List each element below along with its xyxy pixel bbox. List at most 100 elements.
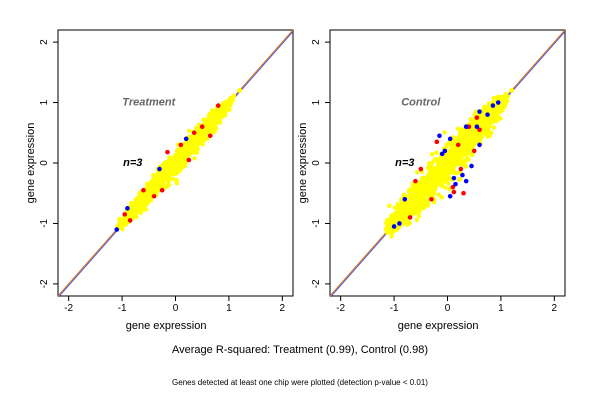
data-point-blue — [447, 136, 453, 142]
data-point-yellow — [436, 159, 442, 165]
data-point-yellow — [443, 165, 449, 170]
data-point-yellow — [444, 142, 449, 147]
data-point-yellow — [486, 101, 491, 106]
data-point-yellow — [446, 181, 451, 186]
data-point-yellow — [463, 142, 468, 148]
data-point-blue — [474, 124, 480, 130]
data-point-yellow — [491, 95, 496, 101]
data-point-yellow — [452, 156, 458, 162]
data-point-red — [461, 190, 466, 196]
data-point-red — [122, 212, 128, 217]
data-point-yellow — [425, 165, 431, 170]
data-point-yellow — [152, 184, 157, 189]
data-point-blue — [391, 224, 397, 229]
data-point-yellow — [429, 152, 435, 157]
data-point-red — [418, 166, 424, 172]
y-tick-label: 2 — [311, 39, 322, 45]
data-point-red — [199, 124, 205, 130]
data-point-yellow — [169, 157, 174, 162]
data-point-yellow — [139, 201, 144, 206]
data-point-yellow — [117, 222, 122, 228]
data-point-yellow — [143, 207, 149, 212]
data-point-yellow — [478, 123, 483, 129]
data-point-yellow — [491, 125, 497, 130]
data-point-yellow — [383, 227, 389, 232]
data-point-blue — [495, 100, 501, 105]
data-point-yellow — [458, 152, 463, 157]
data-point-yellow — [192, 135, 197, 141]
data-point-yellow — [427, 162, 433, 167]
data-point-yellow — [454, 137, 460, 142]
data-point-red — [165, 149, 170, 155]
data-point-red — [186, 157, 192, 163]
data-point-yellow — [214, 111, 219, 117]
data-point-yellow — [442, 130, 447, 135]
data-point-yellow — [166, 176, 171, 182]
data-point-yellow — [156, 180, 161, 186]
data-point-yellow — [484, 125, 489, 130]
data-point-yellow — [414, 170, 420, 175]
data-point-yellow — [170, 176, 176, 182]
data-point-yellow — [401, 192, 407, 197]
data-point-yellow — [442, 172, 447, 177]
data-point-yellow — [402, 211, 408, 217]
y-tick-label: -1 — [39, 219, 50, 228]
data-point-red — [159, 187, 165, 193]
data-point-yellow — [430, 175, 435, 180]
data-point-yellow — [135, 209, 140, 214]
data-point-yellow — [140, 207, 146, 212]
x-tick-label: -2 — [336, 303, 345, 314]
sample-count-annotation: n=3 — [395, 157, 414, 169]
data-point-red — [191, 130, 197, 136]
panel-title: Treatment — [122, 97, 176, 109]
data-point-yellow — [213, 125, 219, 131]
data-point-yellow — [186, 142, 192, 147]
data-point-yellow — [466, 151, 471, 156]
data-point-yellow — [207, 127, 213, 132]
data-point-yellow — [443, 185, 448, 190]
data-point-red — [178, 142, 184, 148]
data-point-yellow — [464, 156, 470, 162]
data-point-yellow — [128, 200, 134, 206]
data-point-yellow — [389, 234, 394, 239]
data-point-yellow — [434, 150, 439, 155]
data-point-yellow — [166, 180, 171, 185]
data-point-yellow — [392, 205, 398, 210]
y-tick-label: -1 — [311, 219, 322, 228]
data-point-yellow — [137, 190, 143, 196]
x-tick-label: -2 — [64, 303, 73, 314]
data-point-yellow — [388, 219, 394, 225]
data-point-yellow — [231, 93, 237, 98]
data-point-blue — [490, 103, 496, 108]
plot-area — [330, 30, 565, 296]
data-point-yellow — [415, 182, 421, 188]
data-point-red — [477, 127, 482, 133]
data-point-yellow — [173, 164, 179, 169]
data-point-yellow — [152, 179, 157, 185]
data-point-yellow — [174, 180, 180, 186]
data-point-blue — [125, 206, 130, 211]
data-point-yellow — [156, 176, 161, 181]
data-point-yellow — [447, 170, 452, 175]
data-point-red — [471, 148, 477, 154]
data-point-yellow — [496, 94, 501, 99]
data-point-blue — [463, 178, 469, 184]
data-point-yellow — [118, 217, 123, 222]
data-point-blue — [485, 112, 490, 117]
data-point-yellow — [203, 128, 209, 134]
data-point-yellow — [182, 163, 187, 169]
data-point-yellow — [173, 159, 178, 165]
data-point-yellow — [178, 149, 184, 155]
data-point-yellow — [463, 164, 469, 169]
data-point-yellow — [174, 171, 180, 176]
data-point-yellow — [142, 197, 148, 202]
data-point-red — [151, 193, 157, 199]
data-point-red — [429, 196, 434, 202]
y-tick-label: 1 — [311, 99, 322, 105]
data-point-red — [451, 189, 457, 195]
control-panel: -2 -1 0 1 2 -2 -1 0 1 2 gene expression gene expres… — [297, 29, 566, 332]
data-point-yellow — [129, 214, 134, 219]
data-point-yellow — [457, 156, 463, 161]
data-point-red — [207, 133, 213, 139]
data-point-yellow — [387, 203, 392, 209]
